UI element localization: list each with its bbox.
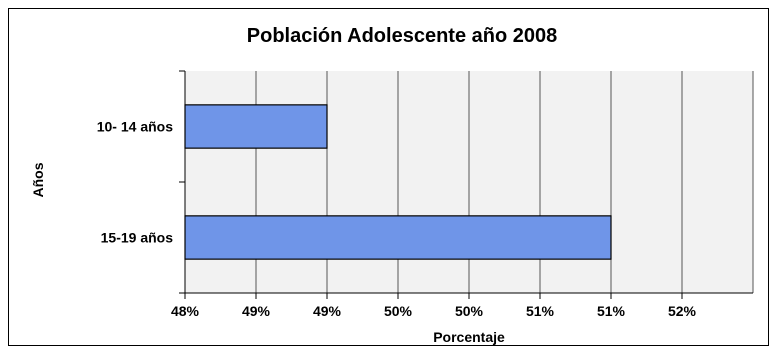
- x-tick-label: 48%: [171, 303, 200, 319]
- x-tick-label: 51%: [526, 303, 555, 319]
- x-tick-label: 50%: [455, 303, 484, 319]
- x-tick-label: 49%: [313, 303, 342, 319]
- bar: [184, 215, 612, 260]
- x-axis-label: Porcentaje: [433, 329, 505, 345]
- x-tick-label: 50%: [384, 303, 413, 319]
- x-tick-label: 49%: [242, 303, 271, 319]
- x-tick-label: 51%: [597, 303, 626, 319]
- axes: [179, 70, 753, 299]
- x-tick-label: 52%: [668, 303, 697, 319]
- y-category-labels: 10- 14 años 15-19 años: [97, 119, 173, 246]
- x-tick-labels: 48% 49% 49% 50% 50% 51% 51% 52%: [171, 303, 697, 319]
- y-category-label: 10- 14 años: [97, 119, 173, 135]
- y-category-label: 15-19 años: [101, 230, 174, 246]
- y-axis-label: Años: [30, 162, 46, 197]
- bar: [184, 104, 328, 149]
- chart-title: Población Adolescente año 2008: [247, 25, 557, 47]
